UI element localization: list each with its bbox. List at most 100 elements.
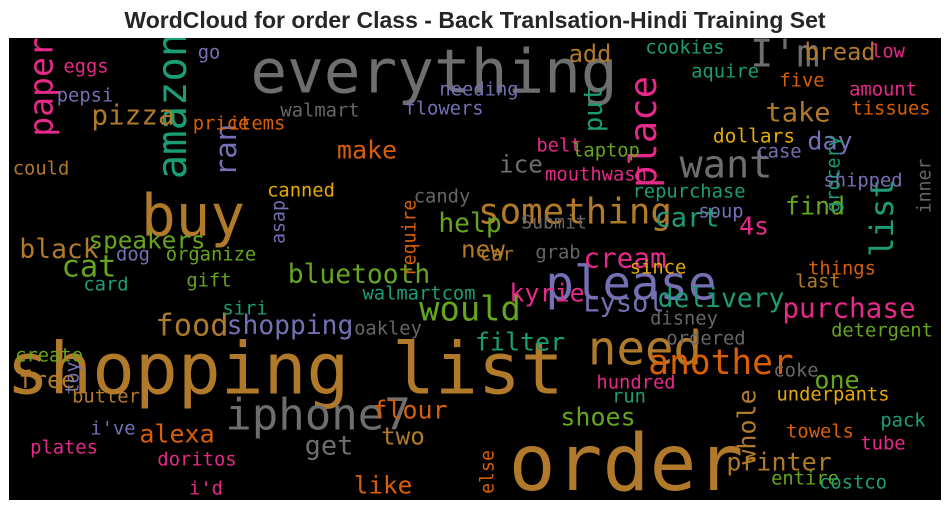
word-pepsi: pepsi: [57, 86, 114, 107]
word-food: food: [155, 309, 228, 344]
word-day: day: [807, 127, 852, 156]
word-whole: whole: [733, 389, 762, 464]
word-speakers: speakers: [88, 226, 205, 255]
word-car: car: [480, 245, 514, 266]
word-cart: cart: [654, 203, 719, 234]
word-hundred: hundred: [596, 373, 675, 394]
word-two: two: [381, 422, 425, 451]
chart-title: WordCloud for order Class - Back Tranlsa…: [124, 7, 826, 33]
word-shoes: shoes: [560, 403, 635, 432]
word-printer: printer: [726, 448, 831, 477]
word-costco: costco: [819, 473, 887, 494]
word-bluetooth: bluetooth: [288, 260, 431, 290]
word-i-d: i'd: [189, 479, 223, 500]
word-cookies: cookies: [645, 38, 724, 59]
word-list: list: [863, 179, 901, 257]
word-siri: siri: [222, 299, 267, 320]
word-paper: paper: [22, 38, 61, 137]
word-eggs: eggs: [63, 57, 108, 78]
word-want: want: [680, 143, 773, 188]
word-low: low: [871, 42, 906, 63]
word-please: please: [545, 257, 716, 312]
word-amount: amount: [849, 80, 917, 101]
word-alexa: alexa: [139, 420, 214, 449]
word-make: make: [337, 136, 397, 165]
word-another: another: [648, 343, 793, 383]
word-case: case: [756, 142, 801, 163]
word-find: find: [785, 192, 845, 221]
word-buy: buy: [141, 183, 245, 250]
word-disney: disney: [650, 309, 718, 330]
word-walmartcom: walmartcom: [362, 284, 475, 305]
word-five: five: [779, 71, 824, 92]
word-create: create: [15, 346, 83, 367]
word-purchase: purchase: [782, 292, 915, 325]
word-oakley: oakley: [354, 319, 422, 340]
word-submit: Submit: [521, 213, 587, 234]
word-cat: cat: [62, 250, 117, 285]
word-soup: soup: [698, 202, 743, 223]
word-laptop: laptop: [572, 141, 640, 162]
word-tissues: tissues: [851, 99, 930, 120]
word-grocery: grocery: [824, 136, 845, 213]
word-free: free: [19, 366, 76, 394]
word-flour: flour: [372, 396, 447, 425]
word-towels: towels: [786, 422, 854, 443]
word-toy: toy: [63, 362, 84, 395]
word-need: need: [588, 322, 702, 377]
word-new: new: [461, 235, 505, 264]
word-require: require: [400, 200, 421, 277]
word-since: since: [630, 258, 687, 279]
word-iphone7: iphone7: [225, 390, 410, 441]
word-something: something: [478, 192, 672, 233]
word-last: last: [795, 272, 840, 293]
word-dollars: dollars: [713, 125, 795, 148]
word-pack: pack: [880, 411, 926, 432]
word-asap: asap: [269, 200, 290, 244]
word-flowers: flowers: [404, 99, 483, 120]
word-one: one: [814, 366, 859, 395]
word-i-ve: i've: [90, 419, 135, 440]
word-card: card: [83, 275, 128, 296]
word-coke: coke: [773, 361, 818, 382]
word-amazon: amazon: [148, 38, 196, 179]
word-go: go: [198, 43, 221, 64]
word-shopping-list: shopping list: [9, 328, 564, 411]
word-belt: belt: [536, 136, 581, 157]
word-dog: dog: [116, 245, 150, 266]
word-aquire: aquire: [691, 62, 759, 83]
word-place: place: [621, 76, 665, 188]
word-order: order: [509, 419, 744, 500]
word-put: put: [579, 86, 609, 132]
word-cream: cream: [583, 242, 666, 275]
word-doritos: doritos: [157, 450, 236, 471]
word-entire: entire: [771, 469, 839, 490]
word-tube: tube: [860, 434, 905, 455]
word-bread: bread: [804, 38, 875, 66]
word-plates: plates: [30, 438, 98, 459]
word-kyrie: kyrie: [509, 279, 584, 308]
word-shipped: shipped: [823, 171, 902, 192]
word-take: take: [765, 98, 830, 129]
word-things: things: [808, 259, 876, 280]
word-canned: canned: [267, 181, 335, 202]
word-like: like: [354, 471, 413, 500]
word-inner: inner: [915, 159, 936, 214]
word-run: run: [612, 387, 646, 408]
word-could: could: [13, 159, 70, 180]
word-walmart: walmart: [280, 101, 359, 122]
word-i-m: I'm: [750, 38, 820, 77]
word-price: price: [193, 114, 250, 135]
word-ice: ice: [499, 150, 543, 179]
word-needing: needing: [439, 80, 518, 101]
word-gift: gift: [186, 271, 231, 292]
word-detergent: detergent: [831, 321, 933, 342]
word-add: add: [569, 40, 612, 68]
word-underpants: underpants: [776, 385, 889, 406]
word-4s: 4s: [739, 212, 769, 241]
word-organize: organize: [166, 245, 256, 266]
word-else: else: [478, 450, 499, 494]
word-delivery: delivery: [658, 284, 785, 314]
word-shopping: shopping: [227, 311, 354, 341]
